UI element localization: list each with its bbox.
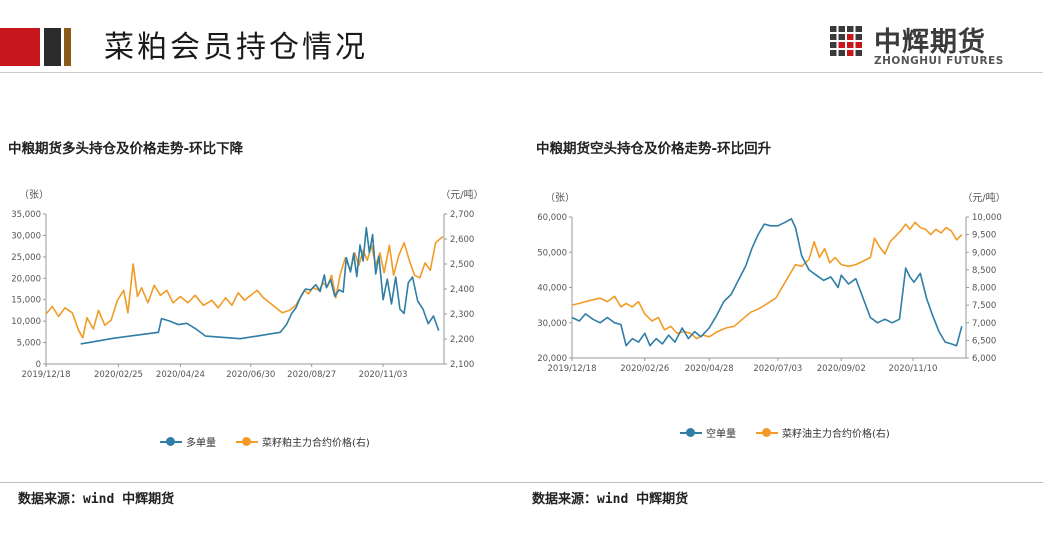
left-y-tick-label: 30,000 — [537, 319, 567, 329]
logo-grid-cell — [838, 50, 845, 56]
logo-grid-cell — [830, 34, 837, 40]
logo-grid-cell — [838, 26, 845, 32]
left-chart-title: 中粮期货多头持仓及价格走势-环比下降 — [8, 141, 244, 157]
right-y-tick-label: 2,500 — [450, 260, 474, 270]
left-y-tick-label: 0 — [36, 360, 41, 370]
left-axis-unit: （张） — [19, 189, 49, 201]
right-y-tick-label: 2,600 — [450, 235, 474, 245]
x-tick-label: 2020/11/10 — [888, 364, 937, 374]
header-red-bar — [0, 28, 40, 66]
legend-label-series-2: 菜籽粕主力合约价格(右) — [262, 438, 370, 449]
right-axis-unit: （元/吨） — [440, 188, 483, 201]
header-dark-bar — [44, 28, 61, 66]
logo-grid-cell — [847, 34, 854, 40]
right-y-tick-label: 10,000 — [972, 213, 1002, 223]
x-tick-label: 2020/07/03 — [753, 364, 802, 374]
right-y-tick-label: 2,100 — [450, 360, 474, 370]
logo-grid-cell — [847, 50, 854, 56]
footer-divider — [0, 482, 1043, 483]
logo-grid-cell — [855, 34, 862, 40]
right-y-tick-label: 6,000 — [972, 354, 996, 364]
series-line-2 — [571, 221, 963, 340]
legend-marker-series-1 — [160, 436, 182, 447]
left-y-tick-label: 35,000 — [11, 210, 41, 220]
company-logo: 中辉期货 ZHONGHUI FUTURES — [830, 24, 1020, 70]
logo-grid-icon — [830, 26, 862, 56]
left-chart: （张） （元/吨） 0 5,000 10,000 15,000 20,000 25,000 30… — [11, 188, 483, 380]
x-tick-label: 2019/12/18 — [22, 370, 71, 380]
right-y-tick-label: 2,700 — [450, 210, 474, 220]
logo-grid-cell — [838, 42, 845, 48]
x-tick-label: 2020/04/24 — [156, 370, 205, 380]
left-y-tick-label: 40,000 — [537, 284, 567, 294]
x-tick-label: 2020/08/27 — [287, 370, 336, 380]
right-axis-unit: （元/吨） — [962, 191, 1005, 204]
right-y-tick-label: 8,000 — [972, 284, 996, 294]
legend-marker-series-1 — [680, 427, 702, 438]
logo-grid-cell — [830, 26, 837, 32]
page-title: 菜粕会员持仓情况 — [104, 30, 368, 65]
right-chart-legend: 空单量 菜籽油主力合约价格(右) — [680, 425, 890, 440]
right-y-tick-label: 7,000 — [972, 319, 996, 329]
right-chart-title: 中粮期货空头持仓及价格走势-环比回升 — [536, 141, 772, 157]
logo-grid-cell — [855, 42, 862, 48]
right-y-tick-label: 2,300 — [450, 310, 474, 320]
legend-label-series-1: 多单量 — [186, 438, 216, 449]
x-tick-label: 2020/04/28 — [685, 364, 734, 374]
logo-name: 中辉期货 — [874, 27, 986, 58]
left-y-tick-label: 10,000 — [11, 317, 41, 327]
legend-label-series-1: 空单量 — [706, 429, 736, 440]
x-tick-label: 2020/11/03 — [359, 370, 408, 380]
logo-grid-cell — [847, 26, 854, 32]
right-y-tick-label: 9,500 — [972, 231, 996, 241]
x-tick-label: 2020/06/30 — [226, 370, 275, 380]
left-y-tick-label: 60,000 — [537, 213, 567, 223]
left-y-tick-label: 15,000 — [11, 296, 41, 306]
right-chart: （张） （元/吨） 20,000 30,000 40,000 50,000 60,000 6,… — [537, 191, 1005, 374]
right-y-tick-label: 7,500 — [972, 301, 996, 311]
right-y-tick-label: 9,000 — [972, 248, 996, 258]
logo-grid-cell — [830, 50, 837, 56]
right-y-tick-label: 8,500 — [972, 266, 996, 276]
logo-english-name: ZHONGHUI FUTURES — [874, 55, 1004, 67]
left-y-tick-label: 30,000 — [11, 231, 41, 241]
legend-marker-series-2 — [756, 427, 778, 438]
right-y-tick-label: 2,200 — [450, 335, 474, 345]
right-y-tick-label: 6,500 — [972, 336, 996, 346]
logo-grid-cell — [838, 34, 845, 40]
logo-grid-cell — [855, 50, 862, 56]
left-y-tick-label: 20,000 — [11, 274, 41, 284]
left-chart-legend: 多单量 菜籽粕主力合约价格(右) — [160, 434, 370, 449]
left-y-tick-label: 25,000 — [11, 253, 41, 263]
x-tick-label: 2020/02/25 — [94, 370, 143, 380]
left-data-source: 数据来源：wind 中辉期货 — [18, 492, 175, 507]
header-brown-bar — [64, 28, 71, 66]
right-y-tick-label: 2,400 — [450, 285, 474, 295]
x-tick-label: 2020/09/02 — [817, 364, 866, 374]
series-line-1 — [571, 218, 963, 347]
series-line-2 — [45, 235, 444, 339]
legend-label-series-2: 菜籽油主力合约价格(右) — [782, 429, 890, 440]
logo-grid-cell — [830, 42, 837, 48]
left-y-tick-label: 5,000 — [17, 339, 41, 349]
left-y-tick-label: 50,000 — [537, 248, 567, 258]
logo-grid-cell — [855, 26, 862, 32]
left-axis-unit: （张） — [545, 192, 575, 204]
logo-grid-cell — [847, 42, 854, 48]
x-tick-label: 2020/02/26 — [620, 364, 669, 374]
right-data-source: 数据来源：wind 中辉期货 — [532, 492, 689, 507]
x-tick-label: 2019/12/18 — [548, 364, 597, 374]
series-line-1 — [80, 226, 440, 345]
legend-marker-series-2 — [236, 436, 258, 447]
left-y-tick-label: 20,000 — [537, 354, 567, 364]
title-divider — [0, 72, 1043, 73]
logo-grid-cells — [830, 26, 862, 56]
